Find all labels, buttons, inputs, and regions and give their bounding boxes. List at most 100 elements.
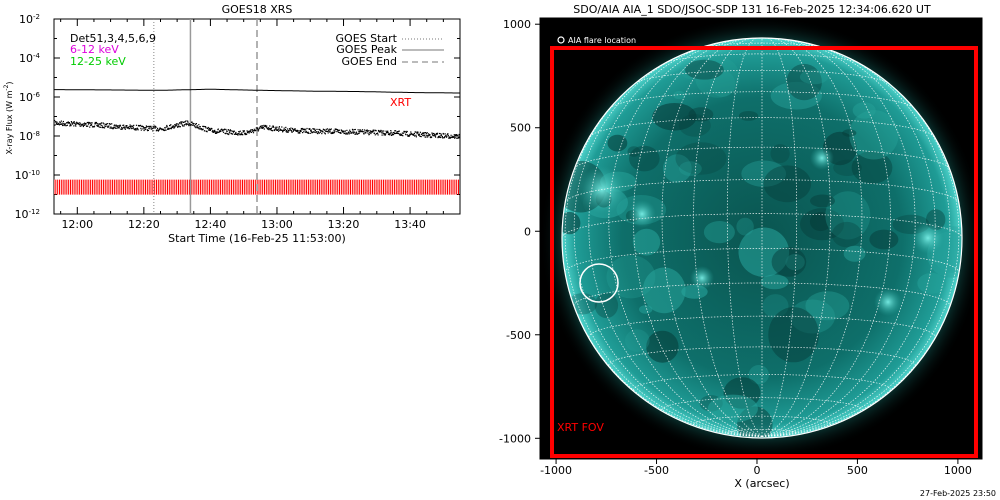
series-lower-point xyxy=(108,125,110,127)
solar-feature xyxy=(833,159,862,176)
series-lower-point xyxy=(392,134,394,136)
series-lower-point xyxy=(176,125,178,127)
series-lower-point xyxy=(109,123,112,125)
series-lower-point xyxy=(99,126,102,128)
series-lower-point xyxy=(90,122,92,124)
series-lower-point xyxy=(199,126,201,128)
aia-x-tick-label: -500 xyxy=(644,464,669,477)
series-lower-point xyxy=(222,130,224,132)
series-lower-point xyxy=(251,129,253,131)
series-lower-point xyxy=(390,131,392,133)
series-lower-point xyxy=(329,128,332,131)
series-lower-point xyxy=(266,125,268,127)
series-lower-point xyxy=(423,132,425,134)
series-lower-point xyxy=(273,126,275,128)
grid-line xyxy=(633,38,763,437)
series-lower-point xyxy=(249,130,251,132)
series-lower-point xyxy=(432,134,434,137)
series-lower-point xyxy=(289,128,291,130)
bright-active-region xyxy=(690,266,714,290)
series-lower-point xyxy=(185,120,187,122)
series-lower-point xyxy=(119,125,121,127)
series-lower-point xyxy=(349,129,351,131)
y-tick-label: 10-8 xyxy=(19,130,40,143)
series-lower-point xyxy=(456,135,459,137)
y-tick-label: 10-2 xyxy=(19,13,40,26)
series-lower-point xyxy=(147,125,149,128)
x-tick-label: 13:00 xyxy=(261,218,293,231)
series-lower-point xyxy=(73,125,75,127)
series-lower-point xyxy=(298,131,300,134)
series-lower-point xyxy=(337,131,340,133)
series-lower-point xyxy=(422,134,424,137)
series-lower-point xyxy=(370,130,372,132)
series-lower-point xyxy=(169,125,171,127)
series-lower-point xyxy=(301,129,303,131)
series-lower-point xyxy=(410,131,412,133)
series-lower-point xyxy=(413,132,415,135)
series-lower-point xyxy=(141,125,144,128)
heliographic-grid xyxy=(562,38,962,437)
series-lower-point xyxy=(326,130,328,132)
series-lower-point xyxy=(149,126,151,128)
series-lower-point xyxy=(302,128,304,130)
series-lower-point xyxy=(207,126,209,129)
series-lower-point xyxy=(330,132,332,134)
series-lower-point xyxy=(86,125,88,127)
series-lower-point xyxy=(324,132,326,134)
bright-active-region xyxy=(874,288,902,316)
series-lower-point xyxy=(327,130,329,133)
series-lower-point xyxy=(157,127,159,129)
series-lower-point xyxy=(198,128,200,130)
series-lower-point xyxy=(425,132,427,134)
series-lower-point xyxy=(87,121,89,123)
series-lower-point xyxy=(453,136,455,138)
series-lower-point xyxy=(318,132,320,134)
solar-feature xyxy=(741,160,787,187)
series-lower-point xyxy=(83,123,85,125)
series-lower-point xyxy=(154,127,156,129)
series-lower-point xyxy=(440,133,442,135)
series-lower-point xyxy=(248,131,251,133)
series-lower-point xyxy=(78,122,80,124)
series-lower-point xyxy=(355,133,357,135)
series-lower-point xyxy=(88,121,90,124)
series-lower-point xyxy=(362,131,364,133)
series-lower-point xyxy=(309,128,311,130)
series-lower-point xyxy=(353,131,355,133)
series-lower-point xyxy=(157,130,159,132)
series-lower-point xyxy=(159,128,161,130)
grid-line xyxy=(564,74,763,437)
series-lower-point xyxy=(414,135,416,137)
series-lower-point xyxy=(292,129,294,131)
series-lower-point xyxy=(433,135,435,137)
series-lower-point xyxy=(392,132,394,134)
series-lower-point xyxy=(112,127,114,130)
bright-active-region xyxy=(578,166,626,214)
series-lower-point xyxy=(204,130,206,132)
series-lower-point xyxy=(450,136,452,138)
series-lower-point xyxy=(123,126,126,128)
solar-feature xyxy=(768,307,819,363)
grid-line xyxy=(573,48,763,437)
series-lower-point xyxy=(275,128,277,130)
series-lower-point xyxy=(240,133,243,136)
series-lower-point xyxy=(246,133,248,135)
series-lower-point xyxy=(290,130,292,132)
series-lower-point xyxy=(232,131,235,133)
series-lower-point xyxy=(309,132,311,134)
x-tick-label: 12:20 xyxy=(128,218,160,231)
series-lower-point xyxy=(186,123,188,125)
series-lower-point xyxy=(308,132,310,134)
series-lower-point xyxy=(422,132,424,134)
series-lower-point xyxy=(353,131,356,133)
series-lower-point xyxy=(419,133,421,135)
series-lower-point xyxy=(397,132,399,134)
solar-feature xyxy=(843,245,866,262)
series-lower-point xyxy=(113,125,115,127)
series-lower-point xyxy=(115,125,117,127)
series-lower-point xyxy=(83,124,85,126)
series-lower-point xyxy=(307,131,309,133)
series-lower-point xyxy=(194,125,196,127)
series-lower-point xyxy=(97,125,100,127)
